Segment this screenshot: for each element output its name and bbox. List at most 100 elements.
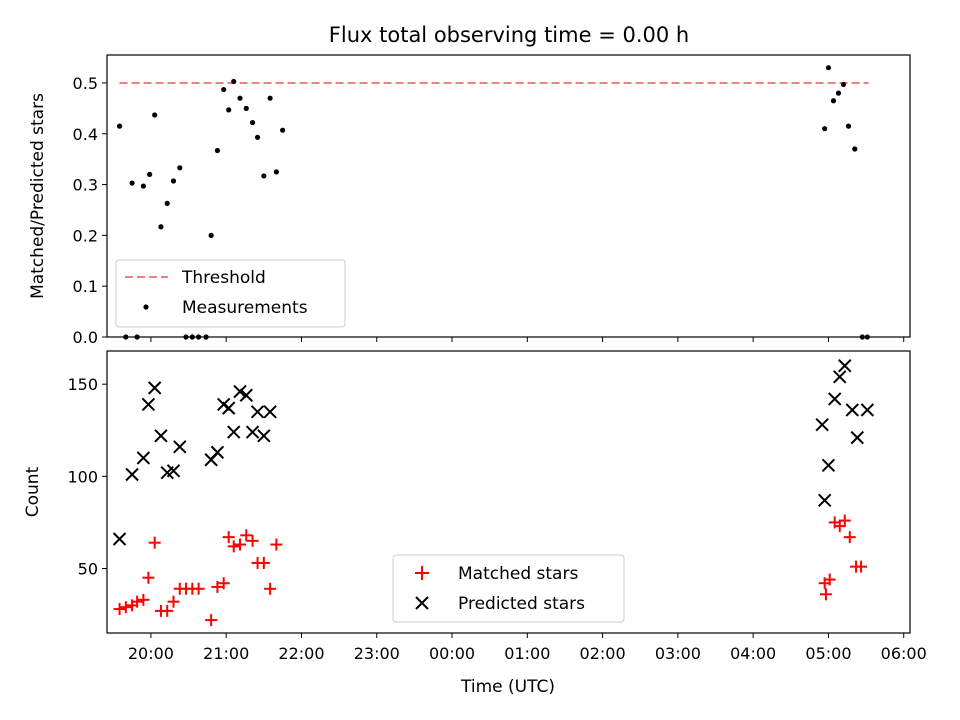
predicted-star-point: [845, 403, 859, 417]
top-legend-box: [115, 259, 346, 328]
matched-star-point: [217, 577, 230, 590]
top-legend: Threshold Measurements: [115, 259, 346, 328]
predicted-star-point: [239, 388, 253, 402]
measurement-point: [226, 107, 232, 113]
predicted-star-point: [147, 381, 162, 395]
predicted-star-point: [860, 403, 875, 417]
matched-star-point: [205, 614, 218, 627]
bottom-plot-area: [112, 359, 875, 627]
bottom-x-tick-label: 01:00: [504, 644, 550, 663]
predicted-star-point: [817, 493, 832, 508]
measurement-point: [830, 98, 837, 104]
matched-star-point: [819, 588, 832, 601]
measurement-point: [261, 173, 267, 179]
bottom-y-axis-label: Count: [23, 466, 43, 517]
predicted-star-point: [154, 429, 168, 443]
bottom-x-tick-label: 21:00: [203, 644, 249, 663]
matched-star-point: [838, 514, 851, 527]
bottom-y-tick-label: 50: [78, 559, 98, 578]
matched-legend-label: Matched stars: [458, 564, 578, 584]
matched-star-point: [823, 573, 836, 586]
bottom-panel: 20:00 21:00 22:00 23:00 00:00 01:00 02:00 03:00…: [23, 350, 927, 697]
measurement-point: [237, 95, 243, 101]
predicted-star-point: [833, 370, 847, 384]
top-y-tick-label: 0.5: [73, 74, 98, 93]
top-axis-ticks: 0.0 0.1 0.2 0.3 0.4 0.5: [73, 74, 905, 347]
measurement-point: [158, 224, 164, 230]
predicted-star-point: [815, 418, 829, 432]
top-y-axis-label: Matched/Predicted stars: [28, 93, 48, 299]
top-y-tick-label: 0.3: [73, 176, 98, 195]
predicted-star-point: [257, 429, 271, 443]
top-y-tick-label: 0.4: [73, 125, 98, 144]
measurement-point: [243, 105, 249, 111]
matched-star-point: [161, 604, 174, 617]
matched-star-point: [137, 593, 150, 606]
predicted-star-point: [166, 464, 181, 478]
bottom-x-tick-label: 04:00: [730, 644, 776, 663]
threshold-legend-label: Threshold: [181, 268, 266, 288]
measurement-point: [825, 65, 832, 71]
measurement-point: [249, 119, 256, 126]
bottom-x-tick-label: 02:00: [580, 644, 626, 663]
chart-title: Flux total observing time = 0.00 h: [329, 23, 689, 47]
bottom-x-tick-label: 06:00: [881, 644, 927, 663]
matched-star-point: [227, 540, 240, 553]
matched-star-point: [222, 531, 235, 544]
matched-star-point: [192, 582, 205, 595]
measurement-point: [254, 134, 261, 140]
measurement-point: [152, 112, 158, 118]
matched-star-point: [167, 595, 180, 608]
bottom-x-tick-label: 20:00: [128, 644, 174, 663]
measurement-point: [267, 95, 273, 101]
bottom-y-tick-label: 150: [67, 375, 98, 394]
measurement-point: [835, 90, 842, 96]
top-panel: 0.0 0.1 0.2 0.3 0.4 0.5 Matched/Predicted sta…: [28, 54, 911, 347]
predicted-star-point: [112, 532, 127, 546]
measurement-point: [852, 146, 858, 152]
predicted-star-point: [250, 405, 265, 419]
bottom-x-tick-label: 00:00: [429, 644, 475, 663]
matched-star-point: [233, 538, 246, 551]
top-plot-area: [116, 65, 870, 340]
predicted-star-point: [838, 359, 852, 373]
predicted-star-point: [227, 425, 241, 439]
bottom-legend: Matched stars Predicted stars: [392, 554, 625, 623]
predicted-star-point: [210, 445, 225, 460]
x-axis-label: Time (UTC): [460, 677, 555, 697]
matched-star-point: [270, 538, 283, 551]
matched-star-point: [119, 601, 132, 614]
predicted-star-point: [233, 384, 247, 399]
top-axes-frame: [106, 54, 911, 338]
measurements-legend-swatch: [143, 304, 149, 310]
predicted-star-point: [221, 401, 236, 415]
measurement-point: [845, 123, 852, 129]
predicted-star-point: [173, 440, 187, 454]
matched-star-point: [113, 603, 126, 616]
measurement-point: [140, 183, 146, 189]
measurement-point: [116, 123, 123, 129]
matched-star-point: [211, 580, 224, 593]
matched-star-point: [148, 536, 161, 549]
predicted-legend-label: Predicted stars: [458, 594, 585, 614]
measurement-point: [208, 232, 214, 238]
measurement-point: [840, 81, 847, 88]
measurement-point: [214, 147, 221, 154]
predicted-star-point: [828, 392, 842, 406]
bottom-legend-box: [392, 554, 625, 623]
matched-star-point: [855, 560, 868, 573]
bottom-axis-ticks: 20:00 21:00 22:00 23:00 00:00 01:00 02:00 03:00…: [67, 375, 926, 663]
measurements-legend-label: Measurements: [182, 298, 308, 318]
matched-star-point: [264, 582, 277, 595]
matched-star-point: [257, 556, 270, 569]
measurement-point: [231, 78, 237, 85]
matched-star-point: [833, 520, 846, 533]
matched-star-point: [246, 534, 259, 547]
bottom-x-tick-label: 22:00: [278, 644, 324, 663]
top-y-tick-label: 0.0: [73, 328, 98, 347]
predicted-star-point: [125, 467, 139, 482]
measurement-point: [822, 126, 828, 132]
predicted-star-point: [821, 458, 836, 472]
measurement-point: [177, 165, 183, 171]
